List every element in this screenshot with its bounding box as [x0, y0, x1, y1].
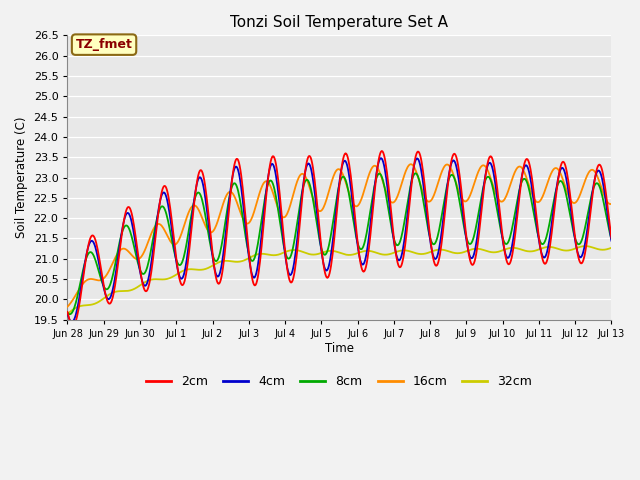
Text: TZ_fmet: TZ_fmet	[76, 38, 132, 51]
Title: Tonzi Soil Temperature Set A: Tonzi Soil Temperature Set A	[230, 15, 449, 30]
X-axis label: Time: Time	[325, 342, 354, 355]
Legend: 2cm, 4cm, 8cm, 16cm, 32cm: 2cm, 4cm, 8cm, 16cm, 32cm	[141, 370, 538, 393]
Y-axis label: Soil Temperature (C): Soil Temperature (C)	[15, 117, 28, 238]
